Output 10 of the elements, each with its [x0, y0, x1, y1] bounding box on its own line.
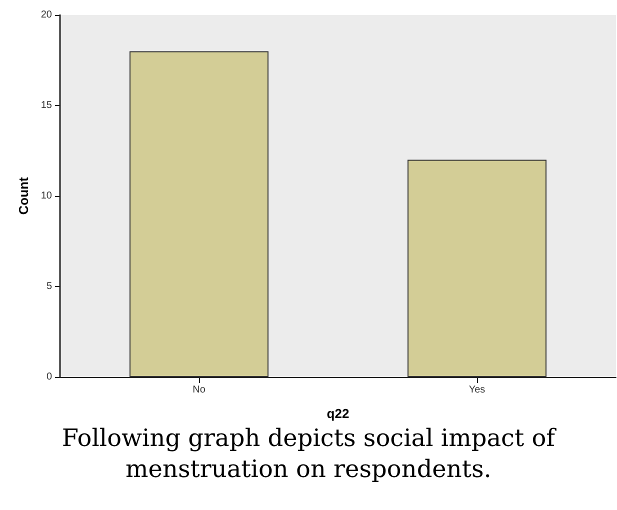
y-tick-label: 0 [46, 372, 52, 382]
y-tick-label: 20 [40, 10, 52, 20]
y-tick-label: 10 [40, 190, 52, 202]
x-tick-label: Yes [468, 384, 486, 396]
y-tick-label: 15 [40, 100, 52, 111]
x-tick-label: No [192, 384, 206, 396]
y-axis-title: Count [16, 176, 31, 215]
x-axis-title: q22 [326, 406, 350, 421]
y-tick-label: 5 [46, 281, 52, 292]
text: Following graph depicts social impact of menstruation on respondents. [60, 423, 558, 485]
